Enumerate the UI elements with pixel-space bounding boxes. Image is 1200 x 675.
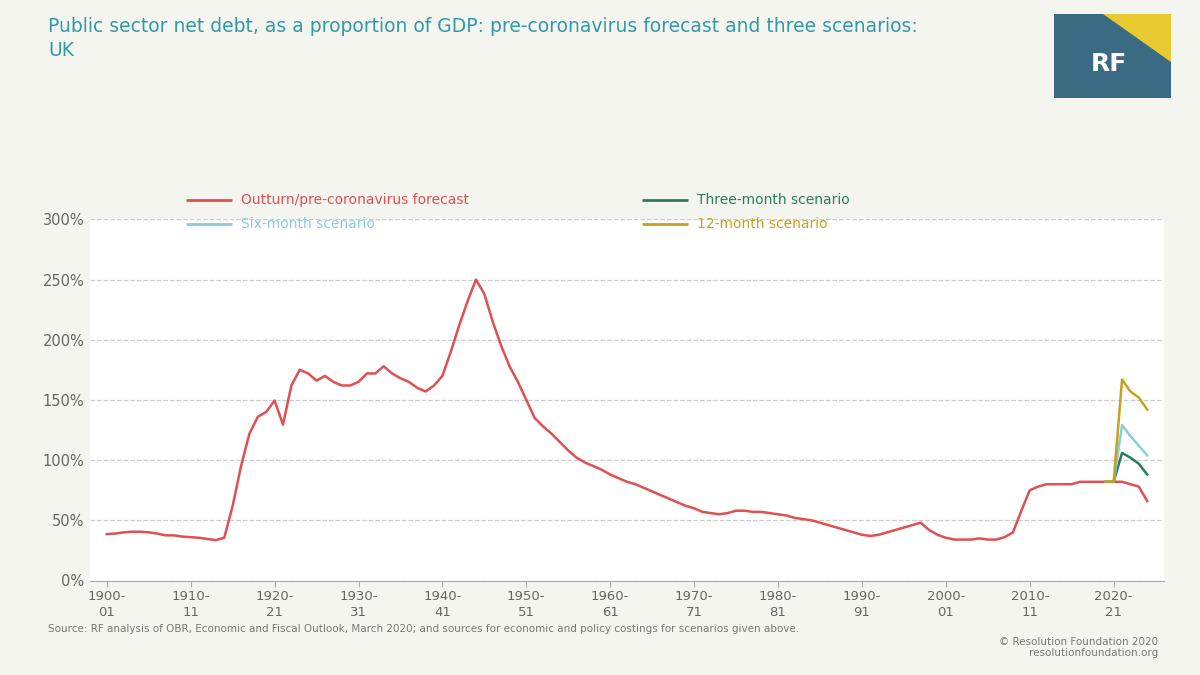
Text: © Resolution Foundation 2020
resolutionfoundation.org: © Resolution Foundation 2020 resolutionf… [998, 637, 1158, 658]
Text: 12-month scenario: 12-month scenario [697, 217, 828, 231]
Text: Six-month scenario: Six-month scenario [241, 217, 376, 231]
Text: Outturn/pre-coronavirus forecast: Outturn/pre-coronavirus forecast [241, 193, 469, 207]
Text: RF: RF [1091, 52, 1127, 76]
Text: Three-month scenario: Three-month scenario [697, 193, 850, 207]
Polygon shape [1103, 14, 1171, 63]
Text: Source: RF analysis of OBR, Economic and Fiscal Outlook, March 2020; and sources: Source: RF analysis of OBR, Economic and… [48, 624, 799, 634]
Text: Public sector net debt, as a proportion of GDP: pre-coronavirus forecast and thr: Public sector net debt, as a proportion … [48, 17, 918, 60]
